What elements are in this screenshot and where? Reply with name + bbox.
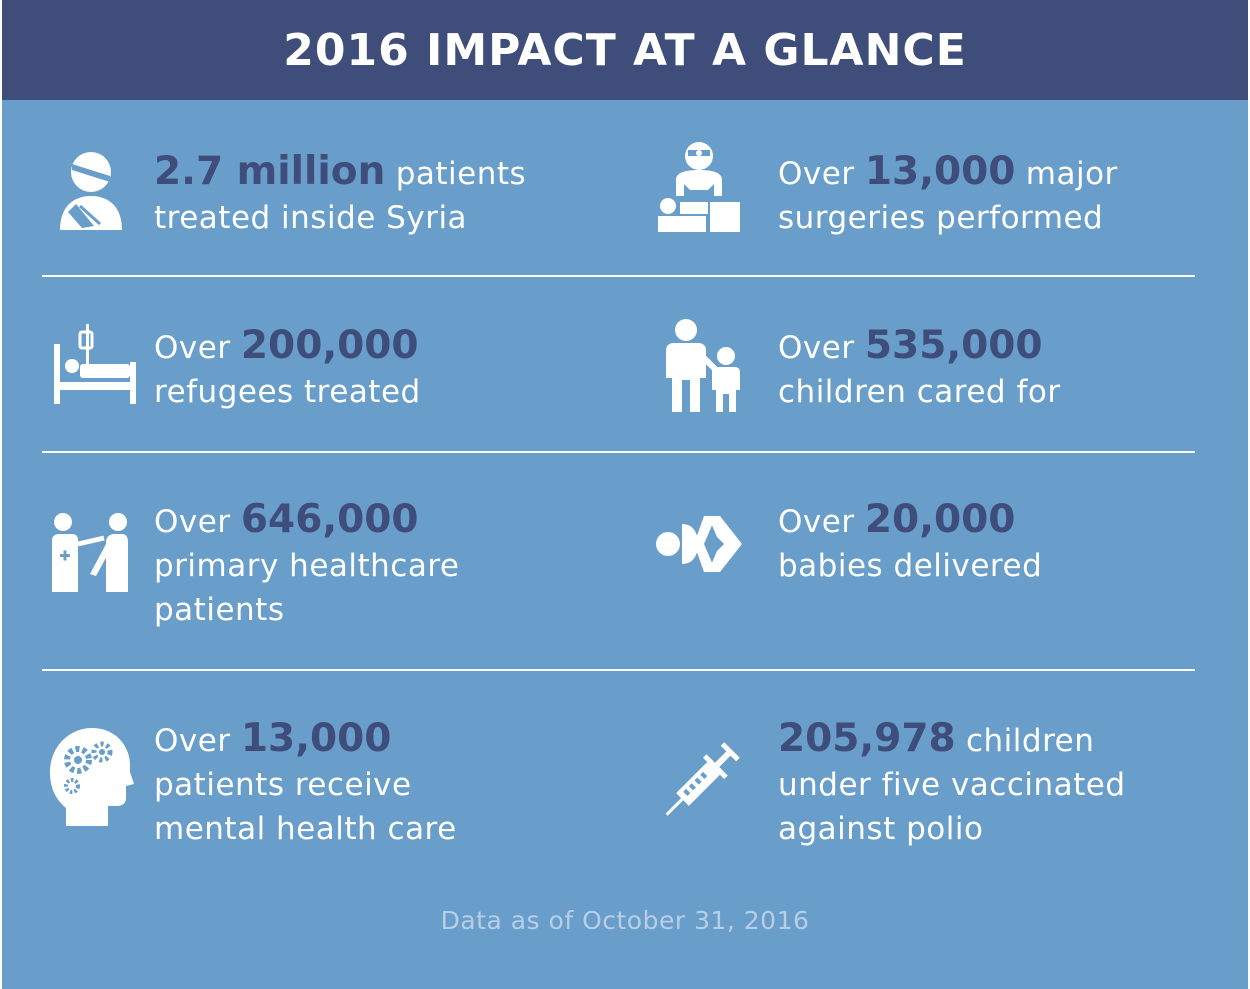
data-date-note: Data as of October 31, 2016 bbox=[440, 906, 810, 935]
surgeon-icon bbox=[658, 142, 740, 232]
mental-health-head-icon bbox=[50, 728, 134, 826]
stat-number: 535,000 bbox=[864, 323, 1043, 368]
stat-refugees-treated: Over 200,000 refugees treated bbox=[154, 323, 421, 411]
stat-children-cared: Over 535,000 children cared for bbox=[778, 323, 1061, 411]
stat-number: 646,000 bbox=[240, 497, 419, 542]
doctor-patient-icon bbox=[52, 513, 128, 592]
baby-delivery-icon bbox=[656, 516, 742, 572]
stat-number: 205,978 bbox=[778, 716, 956, 761]
header-bar: 2016 IMPACT AT A GLANCE bbox=[2, 0, 1248, 100]
stat-number: 20,000 bbox=[864, 497, 1016, 542]
stat-major-surgeries: Over 13,000 major surgeries performed bbox=[778, 149, 1118, 237]
row-divider bbox=[42, 669, 1195, 671]
stat-polio-vaccinations: 205,978 children under five vaccinated a… bbox=[778, 716, 1126, 848]
stat-babies-delivered: Over 20,000 babies delivered bbox=[778, 497, 1043, 585]
row-divider bbox=[42, 451, 1195, 453]
stat-number: 13,000 bbox=[240, 716, 392, 761]
page-title: 2016 IMPACT AT A GLANCE bbox=[283, 24, 967, 76]
stat-mental-health: Over 13,000 patients receive mental heal… bbox=[154, 716, 457, 848]
row-divider bbox=[42, 275, 1195, 277]
stat-number: 2.7 million bbox=[154, 149, 386, 194]
stat-patients-treated: 2.7 million patients treated inside Syri… bbox=[154, 149, 527, 237]
stat-number: 13,000 bbox=[864, 149, 1016, 194]
injured-patient-icon bbox=[60, 152, 122, 230]
stat-number: 200,000 bbox=[240, 323, 419, 368]
hospital-bed-icon bbox=[54, 324, 136, 404]
stat-primary-healthcare: Over 646,000 primary healthcare patients bbox=[154, 497, 460, 629]
parent-child-icon bbox=[666, 319, 740, 412]
syringe-icon bbox=[665, 742, 740, 816]
